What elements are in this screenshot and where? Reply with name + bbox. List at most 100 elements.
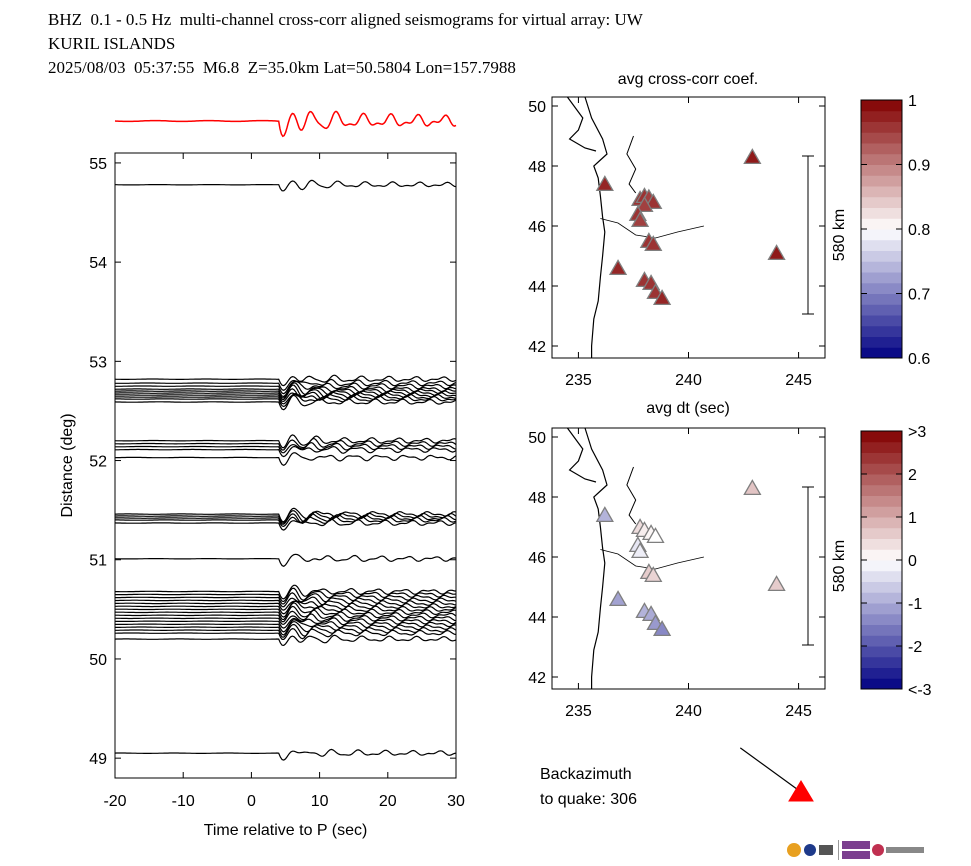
title-line-3: 2025/08/03 05:37:55 M6.8 Z=35.0km Lat=50… xyxy=(48,58,516,77)
puget-sound xyxy=(626,466,637,525)
seismogram-trace xyxy=(115,584,457,600)
x-axis-label: Time relative to P (sec) xyxy=(204,822,368,839)
island-coastline xyxy=(566,96,597,152)
map-y-tick-label: 48 xyxy=(528,159,546,176)
station-marker xyxy=(608,259,628,276)
station-marker xyxy=(767,244,786,261)
colorbar-segment xyxy=(861,624,902,636)
colorbar-segment xyxy=(861,347,902,359)
seismogram-trace xyxy=(114,434,457,449)
colorbar-segment xyxy=(861,186,902,198)
colorbar-tick-label: >3 xyxy=(908,424,926,441)
seismogram-trace xyxy=(114,553,457,567)
columbia-river xyxy=(600,218,704,239)
seismogram-trace xyxy=(114,518,457,531)
station-marker xyxy=(652,620,672,637)
sponsor-logos xyxy=(787,840,924,860)
coastline xyxy=(584,427,608,689)
colorbar-segment xyxy=(861,635,902,647)
colorbar-segment xyxy=(861,110,902,122)
seismogram-trace xyxy=(115,515,457,528)
seismogram-trace xyxy=(115,513,457,525)
map-y-tick-label: 42 xyxy=(528,339,546,356)
x-tick-label: 0 xyxy=(247,793,256,810)
scale-bar-label: 580 km xyxy=(831,209,848,261)
x-tick-label: 20 xyxy=(379,793,397,810)
stack-trace xyxy=(114,110,457,138)
colorbar-segment xyxy=(861,603,902,615)
colorbar-segment xyxy=(861,143,902,155)
colorbar-tick-label: 1 xyxy=(908,510,917,527)
y-tick-label: 54 xyxy=(89,255,107,272)
colorbar-segment xyxy=(861,164,902,176)
colorbar-segment xyxy=(861,678,902,690)
colorbar-segment xyxy=(861,463,902,475)
seismogram-trace xyxy=(115,179,457,192)
map-frame xyxy=(551,96,826,359)
seismogram-trace xyxy=(115,393,457,405)
colorbar-segment xyxy=(861,538,902,550)
colorbar-segment xyxy=(861,282,902,294)
colorbar-segment xyxy=(861,431,902,443)
map-y-tick-label: 50 xyxy=(528,99,546,116)
colorbar-segment xyxy=(861,153,902,165)
agency-logo-icon xyxy=(804,844,816,856)
colorbar-segment xyxy=(861,474,902,486)
map-frame xyxy=(551,427,826,690)
colorbar-segment xyxy=(861,121,902,133)
seismogram-trace xyxy=(114,452,457,466)
seismogram-trace xyxy=(115,378,457,391)
y-tick-label: 53 xyxy=(89,354,107,371)
backazimuth-label: Backazimuth xyxy=(540,766,632,783)
map-title: avg cross-corr coef. xyxy=(618,71,758,88)
seismogram-trace xyxy=(115,620,457,636)
colorbar-segment xyxy=(861,441,902,453)
station-marker xyxy=(644,235,663,252)
station-marker xyxy=(767,575,786,592)
colorbar-segment xyxy=(861,272,902,284)
colorbar-segment xyxy=(861,315,902,327)
x-tick-label: 30 xyxy=(447,793,465,810)
sage-logo-icon xyxy=(842,851,870,859)
colorbar-tick-label: 0.9 xyxy=(908,158,930,175)
colorbar-segment xyxy=(861,646,902,658)
station-marker xyxy=(646,527,665,544)
colorbar-segment xyxy=(861,229,902,241)
x-tick-label: 10 xyxy=(311,793,329,810)
colorbar-segment xyxy=(861,592,902,604)
map-x-tick-label: 240 xyxy=(675,703,702,720)
columbia-river xyxy=(600,549,704,570)
map-y-tick-label: 48 xyxy=(528,490,546,507)
seismogram-trace xyxy=(114,384,457,399)
x-tick-label: -20 xyxy=(103,793,126,810)
station-marker xyxy=(652,289,672,306)
colorbar-segment xyxy=(861,239,902,251)
puget-sound xyxy=(626,135,637,194)
map-x-tick-label: 245 xyxy=(785,703,812,720)
y-tick-label: 55 xyxy=(89,156,107,173)
colorbar-segment xyxy=(861,484,902,496)
seismogram-trace xyxy=(115,596,457,608)
colorbar-segment xyxy=(861,656,902,668)
trace-group xyxy=(114,179,457,761)
y-axis-label: Distance (deg) xyxy=(59,413,76,517)
station-marker xyxy=(630,542,650,559)
seismogram-trace xyxy=(114,605,457,621)
coastline xyxy=(584,96,608,358)
colorbar-segment xyxy=(861,175,902,187)
colorbar-segment xyxy=(861,218,902,230)
seismogram-trace xyxy=(115,602,457,618)
map-x-axis-label: avg dt (sec) xyxy=(646,400,730,417)
colorbar-tick-label: -1 xyxy=(908,596,922,613)
seismogram-trace xyxy=(115,445,457,458)
colorbar-segment xyxy=(861,304,902,316)
colorbar-segment xyxy=(861,293,902,305)
seismogram-trace xyxy=(114,613,457,625)
seismogram-trace xyxy=(115,592,456,605)
map-x-tick-label: 240 xyxy=(675,372,702,389)
station-marker xyxy=(635,196,654,213)
map-y-tick-label: 46 xyxy=(528,550,546,567)
station-marker xyxy=(608,590,628,607)
map-y-tick-label: 50 xyxy=(528,430,546,447)
